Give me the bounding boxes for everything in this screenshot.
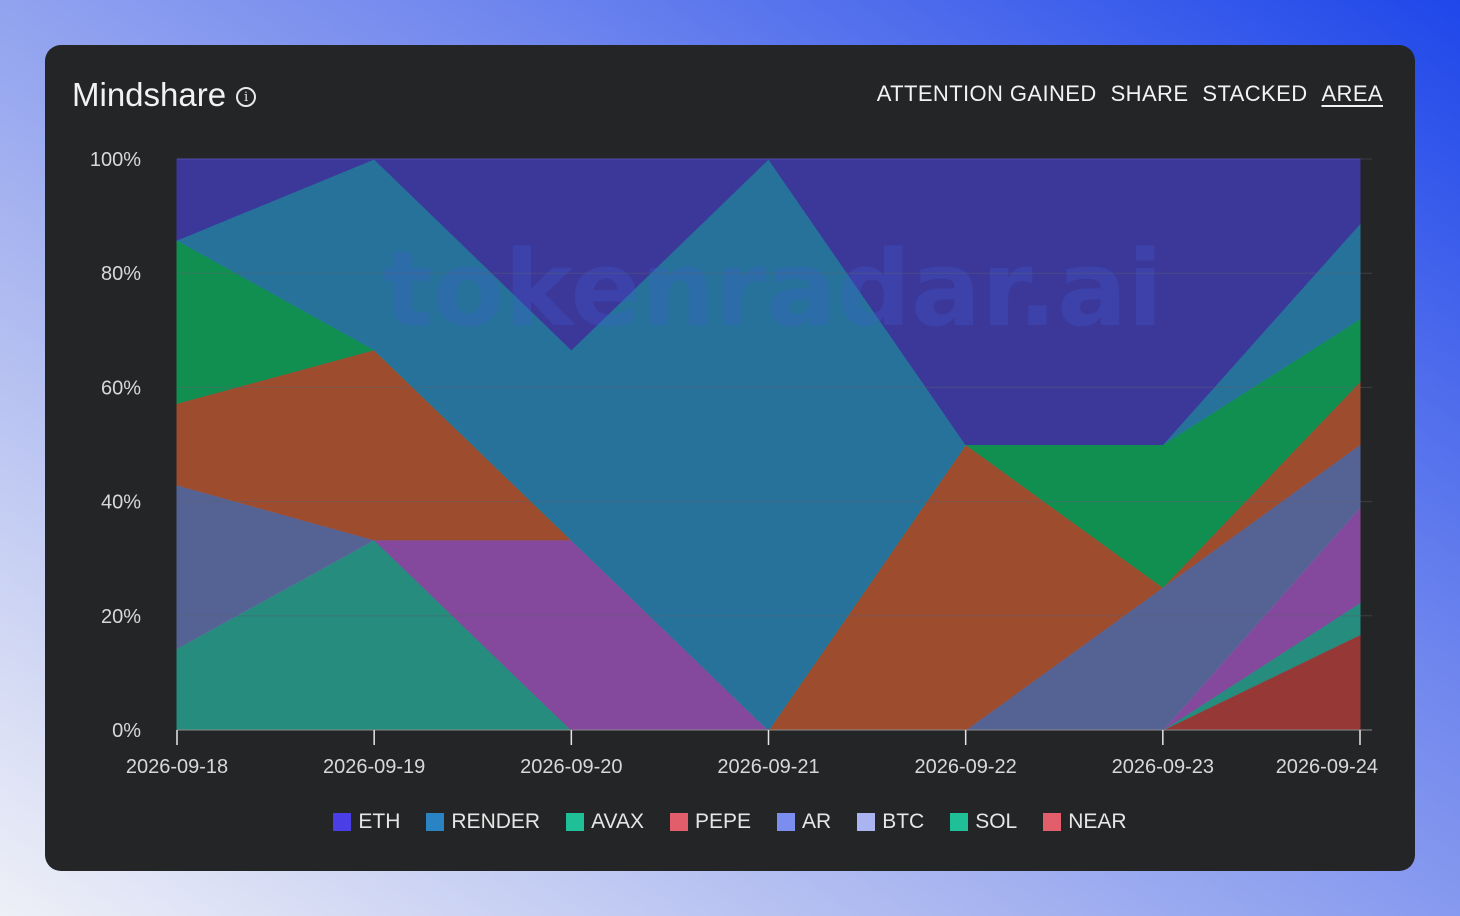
- mode-attention-gained[interactable]: ATTENTION GAINED: [876, 81, 1097, 106]
- y-tick-label: 40%: [101, 492, 141, 514]
- legend-label: PEPE: [695, 810, 752, 833]
- chart-header: Mindshare i: [72, 73, 257, 117]
- y-tick-label: 60%: [101, 377, 141, 399]
- legend-swatch: [333, 813, 352, 831]
- legend-swatch: [1043, 813, 1062, 831]
- legend-label: AVAX: [591, 810, 644, 833]
- stacked-area-chart: tokenradar.ai 0% 20% 40% 60% 80% 100% 2026-09-…: [90, 149, 1378, 778]
- legend-swatch: [777, 813, 796, 831]
- grid-lines: [177, 158, 1372, 731]
- area-layers: [175, 158, 1361, 731]
- legend-label: AR: [802, 810, 832, 833]
- legend-label: NEAR: [1068, 810, 1127, 833]
- legend-item-near[interactable]: NEAR: [1043, 810, 1127, 834]
- x-tick-label: 2026-09-24: [1276, 756, 1378, 778]
- x-tick-label: 2026-09-20: [520, 756, 622, 778]
- legend-label: RENDER: [451, 810, 541, 833]
- legend-swatch: [426, 813, 445, 831]
- mindshare-card: Mindshare i ATTENTION GAINED SHARE STACK…: [45, 45, 1415, 871]
- legend-label: ETH: [358, 810, 401, 833]
- axes: 0% 20% 40% 60% 80% 100% 2026-09-18 2026-09-19 20…: [90, 149, 1378, 778]
- chart-legend: ETH RENDER AVAX PEPE AR BTC SOL NEAR: [45, 810, 1415, 834]
- legend-item-render[interactable]: RENDER: [426, 810, 540, 834]
- y-tick-label: 80%: [101, 263, 141, 285]
- legend-item-btc[interactable]: BTC: [857, 810, 924, 834]
- mode-share[interactable]: SHARE: [1110, 81, 1189, 106]
- legend-swatch: [566, 813, 585, 831]
- y-tick-label: 0%: [112, 720, 141, 742]
- info-icon[interactable]: i: [236, 87, 257, 107]
- legend-swatch: [950, 813, 969, 831]
- legend-item-eth[interactable]: ETH: [333, 810, 400, 834]
- mode-area[interactable]: AREA: [1321, 81, 1383, 106]
- x-tick-label: 2026-09-19: [323, 756, 425, 778]
- watermark-text: tokenradar.ai: [383, 228, 1163, 350]
- view-mode-tabs: ATTENTION GAINED SHARE STACKED AREA: [877, 81, 1383, 107]
- chart-title: Mindshare: [72, 76, 227, 113]
- legend-label: BTC: [882, 810, 925, 833]
- legend-item-pepe[interactable]: PEPE: [670, 810, 751, 834]
- legend-swatch: [670, 813, 688, 831]
- legend-item-avax[interactable]: AVAX: [566, 810, 644, 834]
- x-tick-label: 2026-09-18: [126, 756, 228, 778]
- y-tick-label: 20%: [101, 606, 141, 628]
- legend-item-sol[interactable]: SOL: [950, 810, 1017, 834]
- x-tick-label: 2026-09-22: [915, 756, 1017, 778]
- legend-label: SOL: [975, 810, 1018, 833]
- x-tick-label: 2026-09-21: [717, 756, 819, 778]
- y-tick-label: 100%: [90, 149, 141, 171]
- legend-swatch: [857, 813, 876, 831]
- legend-item-ar[interactable]: AR: [777, 810, 831, 834]
- x-tick-label: 2026-09-23: [1112, 756, 1214, 778]
- mode-stacked[interactable]: STACKED: [1202, 81, 1308, 106]
